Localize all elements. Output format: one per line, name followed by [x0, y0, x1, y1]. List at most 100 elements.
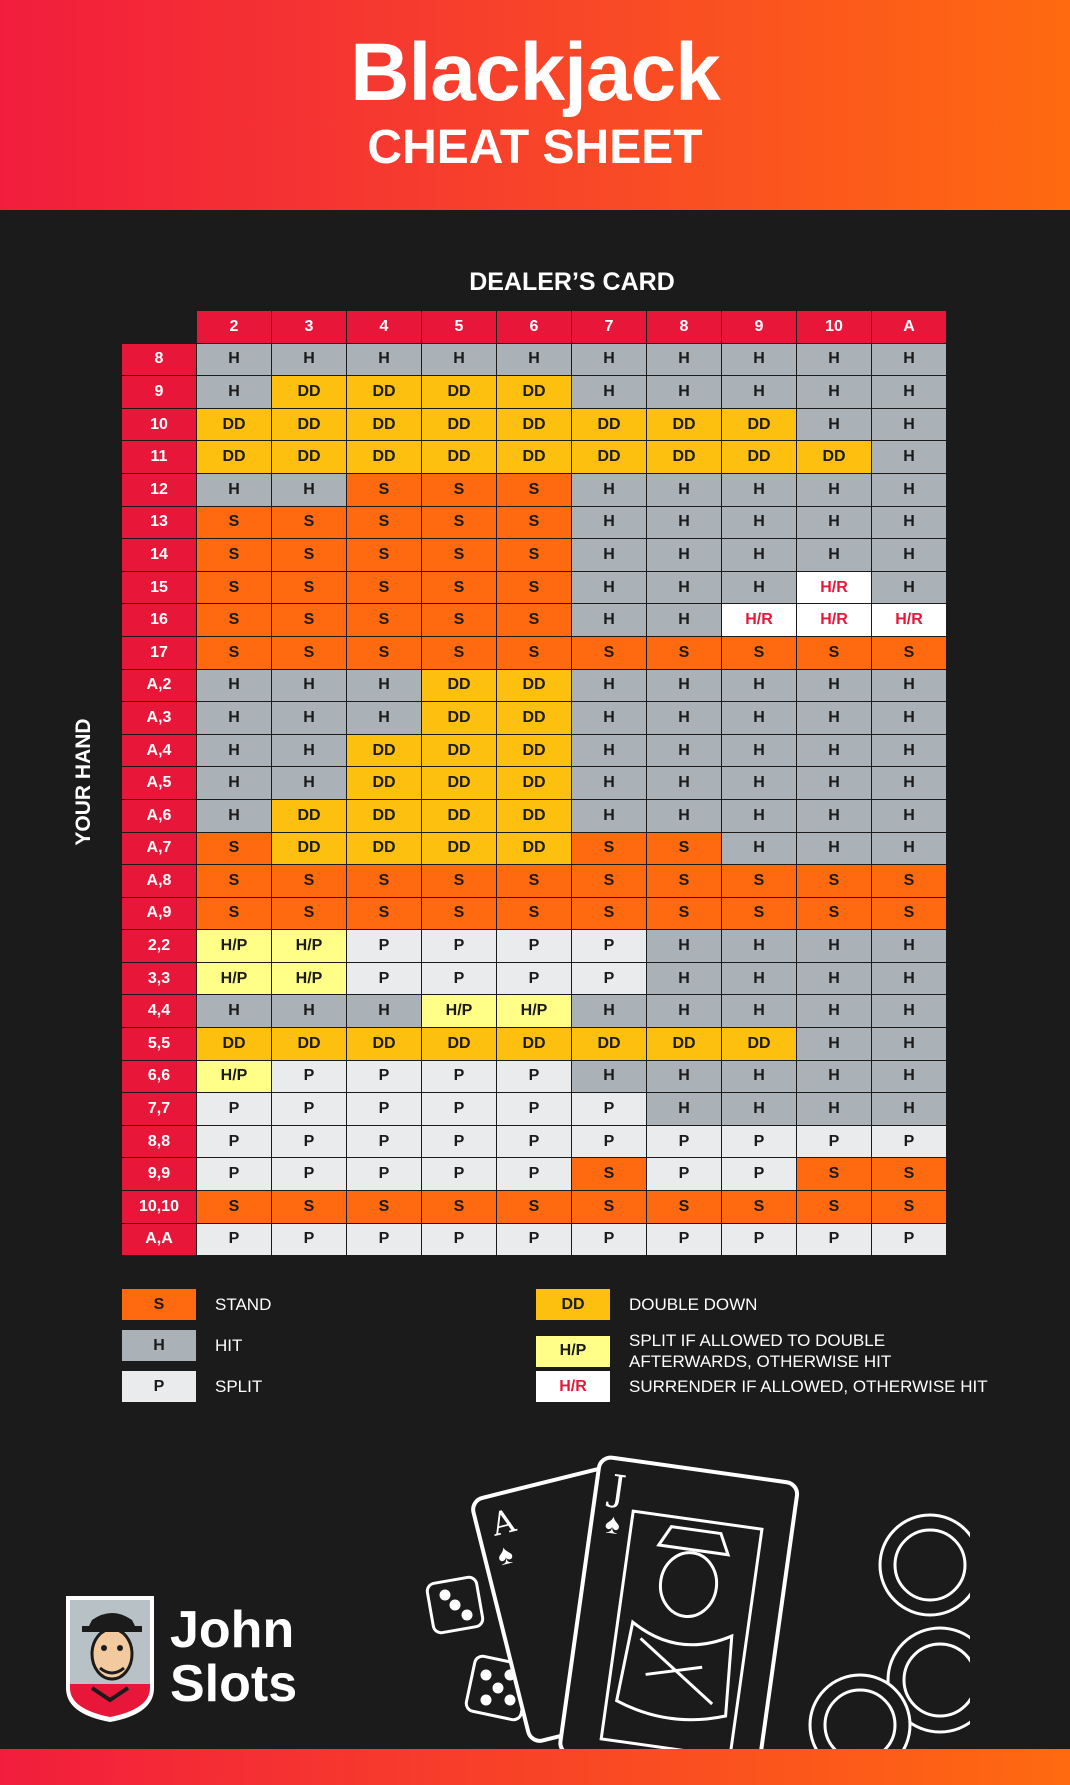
table-row: 9 H DD DD DD DD H H H H H	[122, 376, 947, 409]
action-cell: S	[497, 473, 571, 506]
action-cell: S	[647, 636, 721, 669]
action-cell: DD	[497, 767, 571, 799]
table-row: A,3 H H H DD DD H H H H H	[122, 702, 947, 735]
action-cell: H	[797, 734, 871, 767]
action-cell: P	[722, 1158, 796, 1191]
action-cell: P	[497, 930, 571, 962]
action-cell: S	[347, 604, 421, 636]
dealer-card-header: 2	[197, 311, 271, 343]
action-cell: H	[647, 343, 721, 376]
action-cell: S	[197, 865, 271, 897]
action-cell: S	[797, 1191, 871, 1223]
legend-label: DOUBLE DOWN	[629, 1295, 758, 1314]
player-hand-header: 13	[122, 506, 196, 539]
action-cell: H	[797, 1060, 871, 1093]
action-cell: DD	[347, 408, 421, 441]
action-cell: H	[722, 539, 796, 571]
action-cell: H	[722, 962, 796, 995]
page-title: Blackjack	[350, 27, 720, 118]
action-cell: P	[347, 1223, 421, 1256]
action-cell: H	[572, 376, 646, 408]
action-cell: H	[197, 995, 271, 1028]
action-cell: DD	[722, 441, 796, 473]
action-cell: S	[722, 897, 796, 930]
table-row: A,5 H H DD DD DD H H H H H	[122, 767, 947, 800]
action-cell: S	[272, 604, 346, 636]
action-cell: H	[347, 702, 421, 734]
table-row: 6,6 H/P P P P P H H H H H	[122, 1060, 947, 1094]
action-cell: H/P	[197, 930, 271, 962]
action-cell: S	[647, 865, 721, 897]
action-cell: H	[572, 767, 646, 799]
action-cell: DD	[422, 799, 496, 832]
action-cell: H	[872, 408, 946, 441]
action-cell: DD	[347, 376, 421, 408]
action-cell: P	[197, 1223, 271, 1256]
table-row: A,7 S DD DD DD DD S S H H H	[122, 832, 947, 866]
action-cell: P	[197, 1158, 271, 1191]
player-hand-header: A,9	[122, 897, 196, 930]
action-cell: H	[872, 1093, 946, 1125]
action-cell: P	[497, 1125, 571, 1158]
action-cell: H/P	[197, 1060, 271, 1093]
action-cell: P	[797, 1125, 871, 1158]
action-cell: H	[272, 767, 346, 799]
action-cell: S	[347, 897, 421, 930]
action-cell: S	[347, 539, 421, 571]
action-cell: P	[347, 1060, 421, 1093]
action-cell: H	[797, 962, 871, 995]
action-cell: S	[797, 865, 871, 897]
action-cell: H	[272, 995, 346, 1028]
action-cell: H	[797, 1028, 871, 1060]
action-cell: S	[197, 604, 271, 636]
action-cell: S	[197, 897, 271, 930]
action-cell: H	[647, 473, 721, 506]
action-cell: P	[197, 1125, 271, 1158]
dealer-card-label: DEALER’S CARD	[469, 268, 675, 296]
action-cell: DD	[272, 832, 346, 865]
action-cell: P	[347, 962, 421, 995]
action-cell: DD	[647, 408, 721, 441]
player-hand-header: A,3	[122, 702, 196, 734]
table-row: 10,10 S S S S S S S S S S	[122, 1191, 947, 1224]
player-hand-header: 2,2	[122, 930, 196, 962]
action-cell: H	[797, 702, 871, 734]
action-cell: P	[497, 1158, 571, 1191]
action-cell: H	[797, 930, 871, 962]
action-cell: H	[647, 604, 721, 636]
table-row: 12 H H S S S H H H H H	[122, 473, 947, 507]
action-cell: H	[722, 799, 796, 832]
action-cell: S	[422, 473, 496, 506]
action-cell: H/R	[797, 571, 871, 604]
action-cell: P	[872, 1125, 946, 1158]
action-cell: DD	[272, 408, 346, 441]
action-cell: DD	[722, 1028, 796, 1060]
action-cell: S	[197, 571, 271, 604]
action-cell: H	[647, 767, 721, 799]
action-cell: H	[872, 571, 946, 604]
action-cell: H/P	[272, 930, 346, 962]
action-cell: S	[272, 865, 346, 897]
action-cell: H	[722, 930, 796, 962]
footer-bar	[0, 1749, 1070, 1785]
action-cell: DD	[347, 832, 421, 865]
action-cell: S	[272, 571, 346, 604]
legend-swatch: H/P	[536, 1335, 610, 1367]
action-cell: S	[797, 1158, 871, 1191]
action-cell: H	[722, 702, 796, 734]
action-cell: H	[872, 962, 946, 995]
action-cell: H	[272, 734, 346, 767]
action-cell: P	[572, 1223, 646, 1256]
dealer-card-header: 9	[722, 311, 796, 343]
action-cell: P	[497, 1223, 571, 1256]
action-cell: H	[197, 343, 271, 376]
action-cell: S	[497, 865, 571, 897]
action-cell: P	[797, 1223, 871, 1256]
action-cell: S	[422, 865, 496, 897]
action-cell: P	[647, 1158, 721, 1191]
action-cell: DD	[722, 408, 796, 441]
action-cell: H	[797, 506, 871, 539]
action-cell: H	[872, 539, 946, 571]
action-cell: H	[572, 571, 646, 604]
